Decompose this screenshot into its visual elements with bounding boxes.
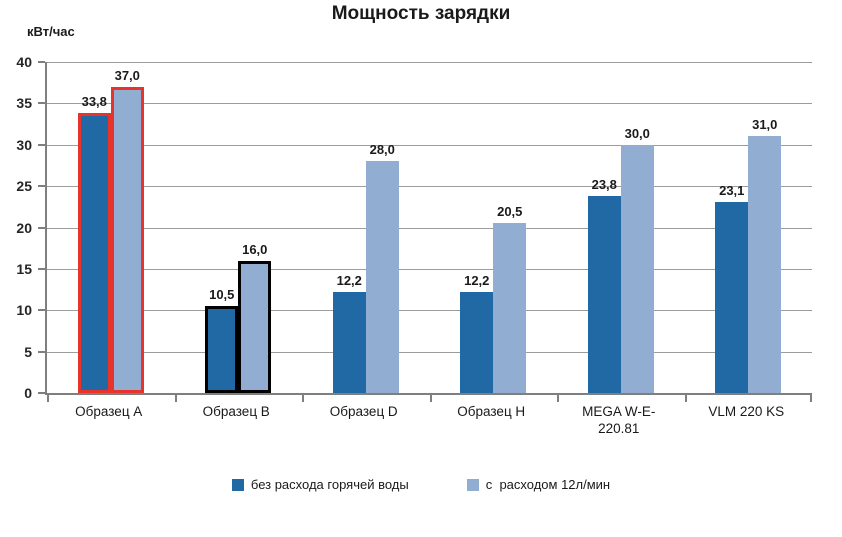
y-tick-mark-5: [38, 350, 45, 353]
gridline-15: [47, 268, 812, 270]
bar-series1-cat4: [460, 292, 494, 393]
bar-group-1: 33,8 37,0: [47, 62, 175, 393]
x-tick-mark-3: [429, 395, 432, 402]
y-tick-mark-25: [38, 185, 45, 188]
bar-value-label-series2-cat5: 30,0: [624, 125, 650, 141]
x-category-label-3: Образец D: [300, 403, 428, 420]
x-tick-mark-5: [684, 395, 687, 402]
x-category-label-text-1: Образец A: [75, 404, 143, 419]
legend-marker-no-flow: [231, 478, 244, 491]
x-category-label-text-6: VLM 220 KS: [708, 404, 785, 419]
bar-value-label-series2-cat1: 37,0: [114, 67, 140, 83]
gridline-10: [47, 310, 812, 312]
x-category-label-6: VLM 220 KS: [683, 403, 811, 420]
x-tick-mark-1: [174, 395, 177, 402]
x-category-label-text-2: Образец B: [202, 404, 270, 419]
bar-series1-cat2: [205, 306, 239, 393]
x-category-label-4: Образец H: [428, 403, 556, 420]
y-tick-mark-10: [38, 309, 45, 312]
bar-series2-cat5: [620, 144, 654, 393]
y-axis-unit-label: кВт/час: [27, 24, 75, 39]
bar-series1-cat1: [77, 113, 111, 393]
y-tick-mark-15: [38, 267, 45, 270]
gridline-25: [47, 186, 812, 188]
y-tick-label-15: 15: [16, 260, 32, 277]
gridline-20: [47, 227, 812, 229]
bar-series2-cat4: [493, 223, 527, 393]
legend-marker-flow-12lmin: [466, 478, 479, 491]
y-tick-label-35: 35: [16, 95, 32, 112]
x-axis: Образец A Образец B Образец D Образец H MEGA…: [45, 403, 810, 443]
plot-area: 33,8 37,0 10,5 16,0 12,2 28,0 12,2 20,5 23,8 30,0…: [45, 62, 813, 402]
legend: без расхода горячей воды с расходом 12л/…: [0, 477, 842, 492]
y-tick-label-40: 40: [16, 54, 32, 70]
y-tick-mark-0: [38, 392, 45, 394]
y-tick-mark-40: [38, 61, 45, 63]
bar-value-label-series2-cat6: 31,0: [752, 117, 778, 133]
gridline-40: [47, 62, 812, 63]
bar-value-label-series1-cat6: 23,1: [719, 182, 745, 198]
x-tick-mark-4: [557, 395, 559, 402]
gridline-30: [47, 144, 812, 146]
bar-group-4: 12,2 20,5: [430, 62, 558, 393]
bar-group-3: 12,2 28,0: [302, 62, 430, 393]
y-axis: 0 5 10 15 20 25 30 35 40: [0, 55, 45, 400]
legend-item-flow-12lmin: с расходом 12л/мин: [466, 477, 611, 492]
bar-value-label-series2-cat2: 16,0: [242, 241, 268, 257]
x-category-label-text-3: Образец D: [329, 404, 398, 419]
bar-group-5: 23,8 30,0: [557, 62, 685, 393]
bar-series1-cat6: [715, 201, 749, 393]
y-tick-mark-35: [38, 102, 45, 105]
y-tick-mark-20: [38, 226, 45, 229]
bar-series1-cat5: [587, 196, 621, 393]
y-tick-label-0: 0: [24, 385, 32, 401]
gridline-35: [47, 103, 812, 105]
bar-value-label-series2-cat4: 20,5: [497, 204, 523, 220]
bar-series2-cat3: [365, 161, 399, 393]
bar-series2-cat6: [748, 136, 782, 393]
bar-value-label-series1-cat2: 10,5: [209, 287, 235, 303]
x-category-label-text-4: Образец H: [457, 404, 526, 419]
legend-label-flow-12lmin: с расходом 12л/мин: [485, 477, 611, 492]
y-tick-label-5: 5: [24, 343, 32, 360]
y-tick-label-25: 25: [16, 178, 32, 195]
x-category-label-2: Образец B: [173, 403, 301, 420]
bar-series2-cat2: [238, 260, 272, 393]
legend-item-no-flow: без расхода горячей воды: [231, 477, 409, 492]
bar-value-label-series2-cat3: 28,0: [369, 142, 395, 158]
x-tick-mark-6: [810, 395, 812, 402]
y-tick-mark-30: [38, 143, 45, 146]
x-category-label-1: Образец A: [45, 403, 173, 420]
x-tick-mark-0: [47, 395, 49, 402]
x-category-label-text-5: MEGA W-E-220.81: [582, 404, 656, 436]
bar-value-label-series1-cat3: 12,2: [336, 273, 362, 289]
chart-title: Мощность зарядки: [331, 3, 511, 24]
legend-label-no-flow: без расхода горячей воды: [250, 477, 409, 492]
bar-value-label-series1-cat5: 23,8: [591, 177, 617, 193]
y-tick-label-10: 10: [16, 302, 32, 319]
gridline-5: [47, 351, 812, 353]
bar-group-2: 10,5 16,0: [175, 62, 303, 393]
bar-value-label-series1-cat1: 33,8: [81, 94, 107, 110]
bar-group-6: 23,1 31,0: [685, 62, 813, 393]
bar-value-label-series1-cat4: 12,2: [464, 273, 490, 289]
bar-series2-cat1: [110, 86, 144, 393]
x-category-label-5: MEGA W-E-220.81: [555, 403, 683, 437]
y-tick-label-20: 20: [16, 219, 32, 236]
bar-series1-cat3: [332, 292, 366, 393]
y-tick-label-30: 30: [16, 136, 32, 153]
x-tick-mark-2: [302, 395, 304, 402]
